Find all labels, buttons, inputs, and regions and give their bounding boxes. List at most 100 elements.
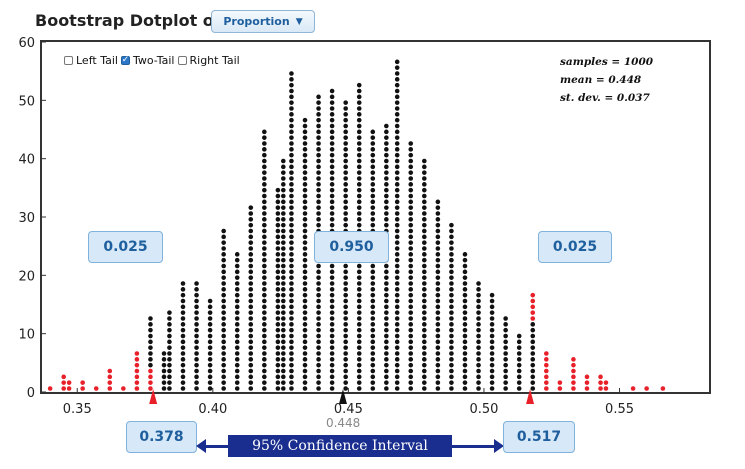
dot <box>408 217 414 222</box>
plot-frame <box>40 40 711 394</box>
dot <box>435 362 441 368</box>
dot <box>275 322 281 327</box>
dot <box>489 345 495 350</box>
dot <box>343 292 348 298</box>
right-tail-checkbox[interactable] <box>177 56 187 65</box>
ci-upper-marker <box>526 389 535 404</box>
dot <box>384 386 389 391</box>
dot <box>422 176 427 181</box>
dot <box>329 217 335 222</box>
dot <box>329 152 335 158</box>
dot <box>530 310 536 315</box>
dot <box>356 222 362 228</box>
dot <box>329 112 335 117</box>
dot <box>289 298 294 304</box>
left-tail-option[interactable]: Left Tail <box>64 54 118 67</box>
dot <box>422 362 427 368</box>
right-tail-option[interactable]: Right Tail <box>177 54 240 67</box>
dot <box>262 222 267 228</box>
dot <box>302 152 308 158</box>
dot <box>462 345 468 350</box>
dot <box>408 246 414 251</box>
dot <box>316 269 321 275</box>
left-tail-proportion[interactable]: 0.025 <box>88 231 163 263</box>
dot <box>234 327 240 333</box>
ci-upper-bound[interactable]: 0.517 <box>503 421 575 453</box>
dot <box>530 357 536 362</box>
dot <box>422 287 427 292</box>
dot <box>489 351 495 356</box>
two-tail-label: Two-Tail <box>132 54 175 67</box>
dot <box>343 106 348 111</box>
ci-lower-marker <box>149 389 158 404</box>
dot <box>422 339 427 345</box>
dot <box>248 298 254 304</box>
dot <box>408 158 414 164</box>
dot <box>462 357 468 362</box>
dot <box>422 234 427 240</box>
dot <box>384 275 389 280</box>
dot <box>302 269 308 275</box>
two-tail-option[interactable]: ✓ Two-Tail <box>120 54 175 67</box>
dot <box>384 147 389 152</box>
dot <box>408 292 414 298</box>
dot <box>275 386 281 391</box>
dot <box>329 380 335 385</box>
dot <box>248 257 254 263</box>
dot <box>462 310 468 315</box>
dot <box>394 298 400 304</box>
two-tail-checkbox[interactable]: ✓ <box>120 55 130 65</box>
dot <box>530 339 536 345</box>
dot <box>384 205 389 210</box>
dot <box>262 263 267 269</box>
dot <box>329 193 335 199</box>
dot <box>343 304 348 310</box>
dot <box>289 240 294 245</box>
sd-stat: st. dev. = 0.037 <box>560 92 650 104</box>
dot <box>394 187 400 193</box>
dot <box>316 199 321 205</box>
y-tick-label: 0 <box>27 386 35 401</box>
dot-column <box>530 292 536 321</box>
dot <box>384 339 389 345</box>
dot <box>289 141 294 146</box>
dot <box>356 316 362 321</box>
dot <box>343 217 348 222</box>
variable-select[interactable]: Proportion ▼ <box>211 10 315 33</box>
right-tail-proportion[interactable]: 0.025 <box>538 231 612 263</box>
dot <box>408 176 414 181</box>
middle-proportion[interactable]: 0.950 <box>314 231 389 263</box>
dot <box>435 246 441 251</box>
dot <box>302 275 308 280</box>
dot <box>207 357 213 362</box>
dot <box>422 240 427 245</box>
dot <box>221 252 226 257</box>
dot <box>530 345 536 350</box>
dot-column <box>530 322 536 391</box>
dot <box>281 205 286 210</box>
dot <box>262 275 267 280</box>
dot <box>289 269 294 275</box>
dot <box>167 380 172 385</box>
dot <box>571 357 576 362</box>
chevron-down-icon: ▼ <box>295 16 303 27</box>
left-tail-checkbox[interactable] <box>64 56 73 65</box>
dot-column <box>66 380 72 391</box>
dot <box>370 322 376 327</box>
dot <box>408 374 414 380</box>
dot <box>370 287 376 292</box>
dot <box>370 269 376 275</box>
dot <box>329 275 335 280</box>
dot <box>384 158 389 164</box>
dot <box>394 292 400 298</box>
dot <box>660 386 666 391</box>
dot <box>394 345 400 350</box>
ci-lower-bound[interactable]: 0.378 <box>126 421 197 453</box>
dot <box>394 152 400 158</box>
dot <box>329 368 335 374</box>
dot <box>422 252 427 257</box>
dot <box>316 170 321 175</box>
dot <box>462 322 468 327</box>
dot <box>384 322 389 327</box>
dot <box>462 316 468 321</box>
